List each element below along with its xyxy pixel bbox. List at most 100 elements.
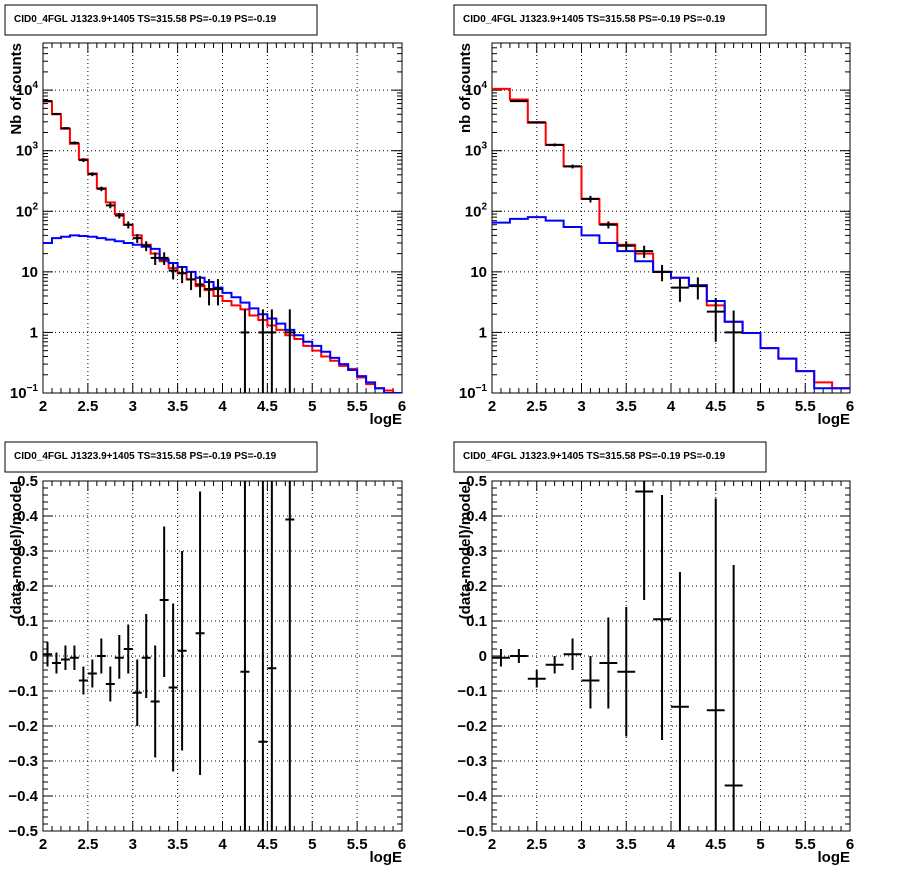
panel-3: CID0_4FGL J1323.9+1405 TS=315.58 PS=-0.1… xyxy=(4,441,406,866)
data-point xyxy=(258,309,268,393)
y-tick-label: 103 xyxy=(465,141,488,160)
x-axis: 2 2.5 3 3.5 4 4.5 5 5.5 6 xyxy=(488,43,854,415)
y-tick-base: 10 xyxy=(16,203,33,220)
y-tick-exponent: 4 xyxy=(481,80,487,91)
panel-title: CID0_4FGL J1323.9+1405 TS=315.58 PS=-0.1… xyxy=(14,451,277,462)
x-axis-label: logE xyxy=(818,849,851,866)
data-point xyxy=(96,638,106,674)
data-point xyxy=(581,656,600,709)
data-point xyxy=(706,298,725,342)
panel-1: CID0_4FGL J1323.9+1405 TS=315.58 PS=-0.1… xyxy=(4,4,406,428)
x-tick-label: 2.5 xyxy=(77,398,98,415)
data-point xyxy=(105,202,115,209)
y-axis-label: Nb of counts xyxy=(8,43,25,135)
y-axis: −0.5 −0.4 −0.3 −0.2 −0.1 0 0.1 0.2 0.3 0.4 0.5 xyxy=(457,473,850,840)
data-point xyxy=(599,221,618,229)
y-tick-exponent: 3 xyxy=(32,141,38,152)
data-point xyxy=(60,645,70,670)
data-point xyxy=(43,100,52,103)
data-point xyxy=(87,659,97,688)
data-point xyxy=(240,481,250,831)
y-tick-base: 10 xyxy=(465,82,482,99)
x-axis: 2 2.5 3 3.5 4 4.5 5 5.5 6 xyxy=(39,43,406,415)
data-point xyxy=(195,491,205,775)
x-axis: 2 2.5 3 3.5 4 4.5 5 5.5 6 xyxy=(39,481,406,853)
data-point xyxy=(724,565,743,831)
x-tick-label: 5.5 xyxy=(347,398,368,415)
panel-title: CID0_4FGL J1323.9+1405 TS=315.58 PS=-0.1… xyxy=(14,14,277,25)
x-tick-label: 3.5 xyxy=(167,398,188,415)
data-point xyxy=(617,241,636,252)
x-axis: 2 2.5 3 3.5 4 4.5 5 5.5 6 xyxy=(488,481,854,853)
data-point xyxy=(527,670,546,688)
x-axis-label: logE xyxy=(370,849,403,866)
data-point xyxy=(267,309,277,393)
x-tick-label: 3.5 xyxy=(167,836,188,853)
data-point xyxy=(123,221,133,229)
x-tick-label: 5.5 xyxy=(347,836,368,853)
data-point xyxy=(213,279,223,306)
y-tick-exponent: 2 xyxy=(32,201,38,212)
y-tick-label: −0.5 xyxy=(8,823,38,840)
x-tick-label: 2.5 xyxy=(526,398,547,415)
y-tick-label: −0.3 xyxy=(457,753,487,770)
data-point xyxy=(132,659,142,726)
data-point xyxy=(60,127,70,130)
y-axis-label: (data-model)/model xyxy=(8,481,25,619)
y-tick-label: −0.3 xyxy=(8,753,38,770)
data-point xyxy=(527,121,546,124)
x-tick-label: 6 xyxy=(398,398,406,415)
data-point xyxy=(168,603,178,772)
data-point xyxy=(87,172,97,177)
data-point xyxy=(671,278,689,302)
x-tick-label: 4 xyxy=(218,836,227,853)
y-tick-base: 10 xyxy=(465,143,482,160)
data-point xyxy=(509,100,528,103)
y-tick-exponent: 4 xyxy=(32,80,38,91)
x-tick-label: 2 xyxy=(39,398,47,415)
y-tick-label: 104 xyxy=(16,80,39,99)
y-tick-base: 10 xyxy=(10,385,27,402)
data-point xyxy=(545,143,564,147)
data-point xyxy=(159,252,169,265)
y-tick-label: 10−1 xyxy=(10,383,39,402)
title-box xyxy=(453,441,767,473)
plot-area xyxy=(43,481,295,831)
data-point xyxy=(43,642,52,667)
y-tick-exponent: 3 xyxy=(481,141,487,152)
x-tick-label: 4.5 xyxy=(257,398,278,415)
x-tick-label: 2.5 xyxy=(526,836,547,853)
plot-area xyxy=(43,100,402,393)
y-tick-label: 0 xyxy=(30,648,38,665)
x-tick-label: 4 xyxy=(218,398,227,415)
data-point xyxy=(105,666,115,702)
data-point xyxy=(177,551,187,751)
y-tick-label: 102 xyxy=(465,201,488,220)
data-point xyxy=(141,241,151,252)
y-tick-exponent: −1 xyxy=(476,383,488,394)
data-point xyxy=(581,195,600,203)
x-tick-label: 4 xyxy=(667,836,676,853)
data-point xyxy=(114,212,124,219)
x-tick-label: 5 xyxy=(756,836,764,853)
data-point xyxy=(635,245,654,258)
y-tick-label: 1 xyxy=(30,324,38,341)
x-tick-label: 2 xyxy=(39,836,47,853)
x-tick-label: 3.5 xyxy=(616,398,637,415)
x-tick-label: 4 xyxy=(667,398,676,415)
y-tick-label: 10−1 xyxy=(459,383,488,402)
data-point xyxy=(123,624,133,674)
y-axis-label: (data-model)/model xyxy=(457,481,474,619)
data-point xyxy=(240,309,250,393)
data-point xyxy=(195,275,205,298)
data-point xyxy=(599,617,618,709)
x-axis-label: logE xyxy=(818,411,851,428)
data-point xyxy=(563,164,582,169)
data-point xyxy=(267,481,277,831)
x-tick-label: 3 xyxy=(577,398,585,415)
data-point xyxy=(177,265,187,284)
data-point xyxy=(186,271,196,291)
y-axis-label: nb of counts xyxy=(457,43,474,133)
data-point xyxy=(258,481,268,831)
